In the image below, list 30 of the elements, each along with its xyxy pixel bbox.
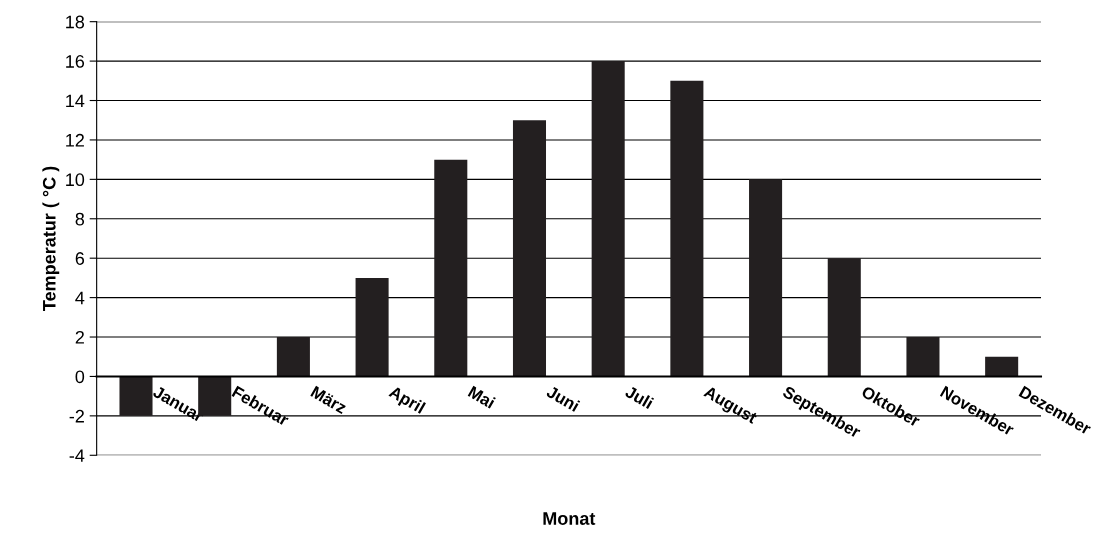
bar [355,277,389,377]
bar [119,376,153,416]
y-tick-label: -2 [69,409,84,423]
y-tick-label: 14 [66,94,85,108]
y-tick-label: 12 [66,133,84,147]
bar [276,337,310,377]
bar [434,159,468,377]
bar [749,179,783,377]
y-tick-label: 10 [66,173,85,187]
y-tick-label: -4 [69,449,85,462]
y-tick-label: 8 [75,212,85,226]
y-tick-label: 16 [66,55,85,68]
y-tick-label: 0 [75,370,85,384]
x-tick-label: Mai [467,385,496,409]
bar [591,61,625,377]
bar [827,258,861,377]
y-tick-label: 2 [75,330,84,344]
y-tick-label: 4 [75,291,85,305]
y-axis-title: Temperatur ( °C ) [42,166,60,311]
bar [906,337,940,377]
x-tick-label: März [310,385,348,415]
x-axis-title: Monat [543,512,596,525]
x-tick-label: Juni [545,384,581,412]
y-tick-label: 18 [66,15,85,29]
bar [985,356,1019,377]
y-tick-label: 6 [75,252,85,265]
bar [670,80,704,377]
x-tick-label: Juli [624,384,655,410]
bar [512,120,547,377]
x-tick-label: April [386,384,426,417]
